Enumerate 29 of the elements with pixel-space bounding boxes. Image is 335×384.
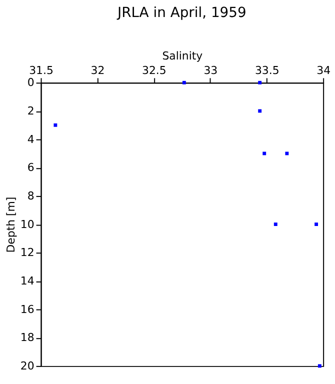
y-tick-label: 4 (27, 132, 34, 146)
x-axis-title: Salinity (162, 49, 204, 62)
point (262, 152, 266, 156)
point (258, 80, 262, 84)
point (274, 222, 278, 226)
y-tick-label: 6 (27, 161, 34, 174)
x-tick-label: 32 (90, 64, 105, 78)
chart-title: JRLA in April, 1959 (116, 5, 246, 22)
y-tick-label: 2 (27, 104, 34, 118)
point (182, 80, 186, 84)
y-tick-label: 18 (20, 331, 34, 344)
y-tick-label: 12 (20, 246, 34, 260)
x-tick-label: 34 (316, 64, 331, 78)
y-tick-label: 16 (20, 302, 34, 316)
y-tick-label: 20 (20, 359, 34, 372)
point (54, 123, 58, 127)
point (285, 152, 289, 156)
point (314, 222, 318, 226)
y-axis-title: Depth [m] (4, 196, 18, 253)
point (258, 109, 262, 113)
x-tick-label: 32.5 (142, 64, 166, 78)
x-tick-label: 31.5 (29, 64, 54, 78)
x-tick-label: 33 (204, 64, 218, 78)
y-tick-label: 14 (20, 274, 34, 288)
y-tick-label: 10 (20, 218, 34, 231)
point (318, 364, 322, 368)
y-tick-label: 0 (27, 76, 34, 90)
y-tick-label: 8 (27, 189, 34, 202)
x-tick-label: 33.5 (254, 64, 280, 78)
